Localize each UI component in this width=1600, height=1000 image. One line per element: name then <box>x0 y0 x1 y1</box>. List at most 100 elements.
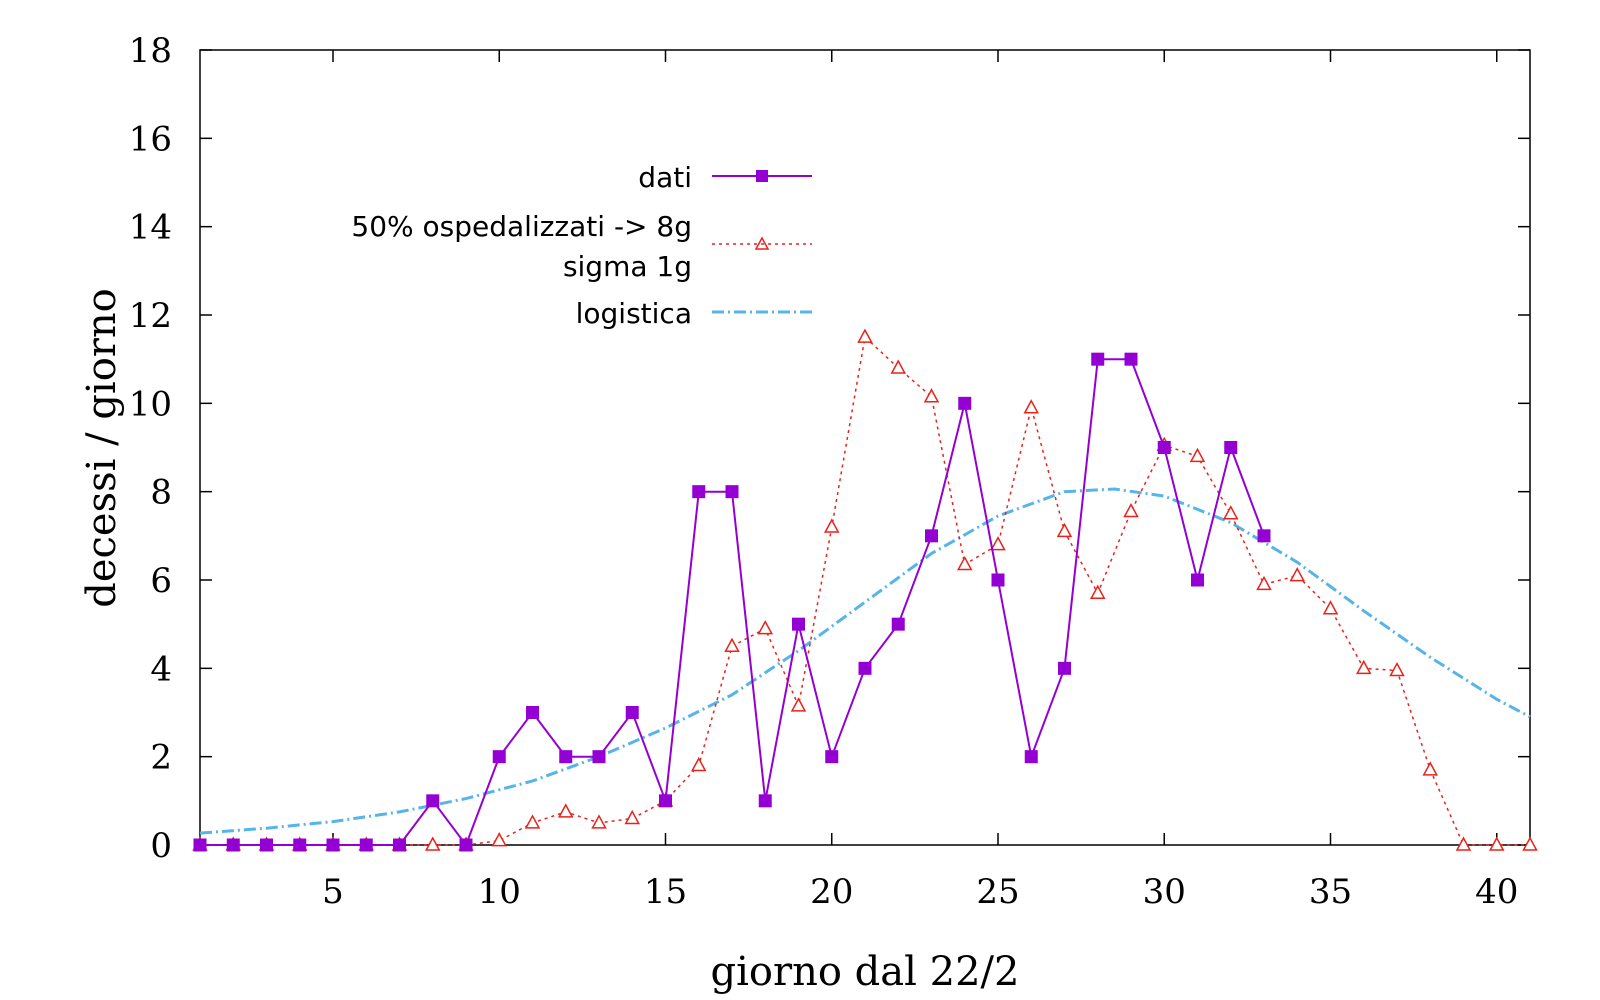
data-point-dati <box>492 750 506 764</box>
x-tick-labels: 5 10 15 20 25 30 35 40 <box>322 872 1518 912</box>
data-point-dati <box>1024 750 1038 764</box>
data-point-dati <box>858 661 872 675</box>
data-point-dati <box>526 706 539 719</box>
data-point-dati <box>758 794 772 808</box>
data-point-ospedalizzati <box>1089 584 1106 599</box>
y-tick-label: 10 <box>129 384 172 424</box>
legend-label-sigma: sigma 1g <box>563 250 692 283</box>
data-point-ospedalizzati <box>1222 505 1239 520</box>
data-point-dati <box>1224 441 1238 454</box>
series-2 <box>199 487 1531 835</box>
data-point-dati <box>393 838 406 852</box>
data-point-ospedalizzati <box>424 836 441 851</box>
data-point-dati <box>426 794 440 808</box>
series-0 <box>193 352 1271 852</box>
data-point-ospedalizzati <box>823 518 840 533</box>
data-point-dati <box>659 794 672 808</box>
data-point-ospedalizzati <box>624 809 641 825</box>
plot-frame <box>199 49 1531 846</box>
data-point-ospedalizzati <box>956 555 973 571</box>
y-tick-label: 16 <box>129 119 172 159</box>
x-tick-label: 20 <box>810 872 853 912</box>
data-point-ospedalizzati <box>1522 836 1538 851</box>
series-line-0 <box>200 358 1265 848</box>
x-tick-label: 30 <box>1143 872 1186 912</box>
x-tick-label: 10 <box>478 872 521 912</box>
data-point-dati <box>193 838 207 852</box>
y-tick-label: 18 <box>129 31 172 71</box>
data-point-ospedalizzati <box>1389 661 1405 677</box>
data-point-ospedalizzati <box>491 832 508 847</box>
data-point-dati <box>725 485 739 499</box>
data-point-ospedalizzati <box>690 756 707 772</box>
data-point-ospedalizzati <box>557 803 574 818</box>
data-point-ospedalizzati <box>757 620 774 635</box>
x-tick-label: 15 <box>644 872 687 912</box>
y-tick-labels: 0 2 4 6 8 10 12 14 16 18 <box>129 31 172 866</box>
data-point-ospedalizzati <box>1123 502 1139 518</box>
x-tick-label: 40 <box>1475 872 1518 912</box>
data-point-ospedalizzati <box>790 697 807 712</box>
data-point-dati <box>226 838 240 852</box>
data-point-dati <box>1058 661 1071 675</box>
legend-label-dati: dati <box>638 161 692 194</box>
data-point-dati <box>459 838 473 852</box>
data-point-ospedalizzati <box>1488 836 1505 851</box>
data-point-ospedalizzati <box>1322 600 1339 615</box>
x-tick-label: 5 <box>322 872 344 912</box>
data-point-ospedalizzati <box>1256 575 1272 591</box>
legend: dati 50% ospedalizzati -> 8g sigma 1g lo… <box>351 161 812 330</box>
data-point-dati <box>792 617 805 631</box>
tick-marks <box>200 49 1530 846</box>
y-tick-label: 4 <box>150 649 172 689</box>
data-point-ospedalizzati <box>524 814 541 829</box>
data-point-dati <box>625 706 639 719</box>
data-point-dati <box>559 750 573 764</box>
data-point-ospedalizzati <box>1422 761 1439 776</box>
legend-marker-ospedalizzati <box>754 236 770 250</box>
data-point-ospedalizzati <box>591 814 607 829</box>
data-point-ospedalizzati <box>923 388 940 403</box>
data-point-dati <box>1157 441 1171 454</box>
y-tick-label: 2 <box>150 738 172 778</box>
legend-marker-dati <box>756 170 768 182</box>
y-tick-label: 12 <box>129 296 172 336</box>
data-point-dati <box>1124 352 1138 366</box>
x-tick-label: 25 <box>976 872 1019 912</box>
y-axis-title: decessi / giorno <box>79 288 125 608</box>
data-point-ospedalizzati <box>1355 659 1372 675</box>
data-point-dati <box>1257 529 1271 543</box>
data-point-ospedalizzati <box>1289 567 1306 582</box>
data-point-ospedalizzati <box>890 359 907 374</box>
data-point-ospedalizzati <box>990 536 1006 551</box>
x-axis-title: giorno dal 22/2 <box>711 949 1020 995</box>
data-point-dati <box>991 573 1005 587</box>
data-point-dati <box>293 838 307 852</box>
legend-label-ospedalizzati: 50% ospedalizzati -> 8g <box>351 210 692 243</box>
data-point-ospedalizzati <box>724 637 740 652</box>
data-point-dati <box>958 396 972 410</box>
data-point-dati <box>825 750 839 764</box>
y-tick-label: 6 <box>150 561 172 601</box>
series-line-2 <box>199 487 1531 835</box>
y-tick-label: 8 <box>150 473 172 513</box>
data-point-dati <box>359 838 373 852</box>
data-point-dati <box>1091 352 1105 366</box>
data-point-dati <box>692 485 706 499</box>
series-layer <box>192 328 1538 852</box>
data-point-dati <box>1191 573 1204 587</box>
data-point-dati <box>925 529 938 543</box>
data-point-dati <box>326 838 340 852</box>
legend-label-logistica: logistica <box>576 297 692 330</box>
data-point-ospedalizzati <box>857 328 873 343</box>
x-tick-label: 35 <box>1309 872 1352 912</box>
data-point-ospedalizzati <box>1455 836 1472 851</box>
data-point-ospedalizzati <box>1056 522 1073 538</box>
data-point-dati <box>592 750 606 764</box>
y-tick-label: 14 <box>129 208 172 248</box>
data-point-dati <box>260 838 273 852</box>
y-tick-label: 0 <box>150 826 172 866</box>
data-point-dati <box>891 617 905 631</box>
series-line-1 <box>200 335 1530 846</box>
